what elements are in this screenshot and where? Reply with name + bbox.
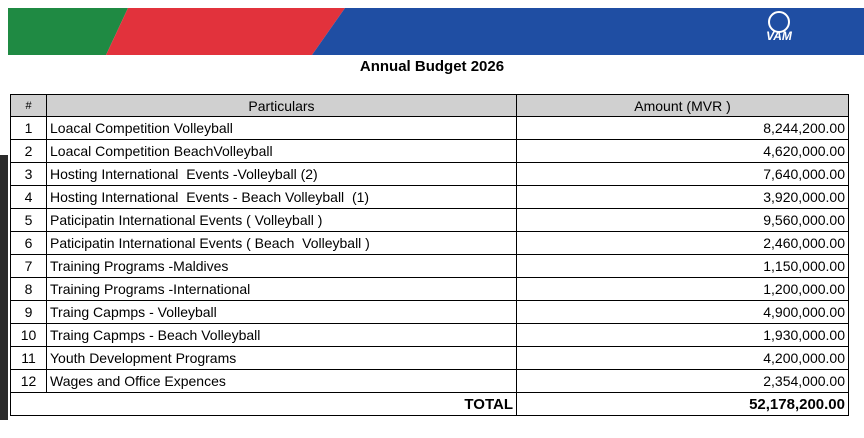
cell: Loacal Competition Volleyball bbox=[46, 116, 517, 140]
row: 6 Paticipatin International Events ( Beac… bbox=[10, 231, 849, 255]
cell: 9,560,000.00 bbox=[516, 208, 849, 232]
column-header: Amount (MVR ) bbox=[516, 94, 849, 117]
row: 10 Traing Capmps - Beach Volleyball 1,930,… bbox=[10, 323, 849, 347]
budget-table: # Particulars Amount (MVR ) 1 Loacal Comp… bbox=[10, 94, 849, 416]
cell: Training Programs -International bbox=[46, 277, 517, 301]
cell: Loacal Competition BeachVolleyball bbox=[46, 139, 517, 163]
cell: 3 bbox=[10, 162, 47, 186]
total-row: TOTAL 52,178,200.00 bbox=[10, 392, 849, 416]
cell: Traing Capmps - Volleyball bbox=[46, 300, 517, 324]
cell: 1,200,000.00 bbox=[516, 277, 849, 301]
cell: Paticipatin International Events ( Volle… bbox=[46, 208, 517, 232]
cell: 4,620,000.00 bbox=[516, 139, 849, 163]
cell: 1,930,000.00 bbox=[516, 323, 849, 347]
row: 9 Traing Capmps - Volleyball 4,900,000.00 bbox=[10, 300, 849, 324]
total-amount: 52,178,200.00 bbox=[516, 392, 849, 416]
cell: 4,900,000.00 bbox=[516, 300, 849, 324]
row: 12 Wages and Office Expences 2,354,000.00 bbox=[10, 369, 849, 393]
cell: 2,354,000.00 bbox=[516, 369, 849, 393]
cell: 1 bbox=[10, 116, 47, 140]
cell: 4,200,000.00 bbox=[516, 346, 849, 370]
cell: 4 bbox=[10, 185, 47, 209]
cell: Hosting International Events -Volleyball… bbox=[46, 162, 517, 186]
cell: 11 bbox=[10, 346, 47, 370]
blue-stripe bbox=[312, 8, 864, 55]
row: 7 Training Programs -Maldives 1,150,000.00 bbox=[10, 254, 849, 278]
cell: Traing Capmps - Beach Volleyball bbox=[46, 323, 517, 347]
title: Annual Budget 2026 bbox=[359, 58, 505, 75]
row: 11 Youth Development Programs 4,200,000.00 bbox=[10, 346, 849, 370]
cell: 1,150,000.00 bbox=[516, 254, 849, 278]
row: 5 Paticipatin International Events ( Voll… bbox=[10, 208, 849, 232]
cell: 12 bbox=[10, 369, 47, 393]
side-strip bbox=[0, 155, 8, 420]
row: 8 Training Programs -International 1,200,0… bbox=[10, 277, 849, 301]
cell: 5 bbox=[10, 208, 47, 232]
green-stripe bbox=[8, 8, 128, 55]
cell: Paticipatin International Events ( Beach… bbox=[46, 231, 517, 255]
row: 4 Hosting International Events - Beach Vo… bbox=[10, 185, 849, 209]
cell: 8 bbox=[10, 277, 47, 301]
cell: Wages and Office Expences bbox=[46, 369, 517, 393]
cell: 6 bbox=[10, 231, 47, 255]
cell: Hosting International Events - Beach Vol… bbox=[46, 185, 517, 209]
banner: VAM bbox=[8, 8, 864, 55]
cell: 2,460,000.00 bbox=[516, 231, 849, 255]
logo-ball bbox=[768, 11, 790, 33]
cell: 3,920,000.00 bbox=[516, 185, 849, 209]
total-label: TOTAL bbox=[10, 392, 517, 416]
row: 3 Hosting International Events -Volleybal… bbox=[10, 162, 849, 186]
cell: Training Programs -Maldives bbox=[46, 254, 517, 278]
row: 1 Loacal Competition Volleyball 8,244,200.… bbox=[10, 116, 849, 140]
cell: Youth Development Programs bbox=[46, 346, 517, 370]
cell: 2 bbox=[10, 139, 47, 163]
header-row: # Particulars Amount (MVR ) bbox=[10, 94, 849, 117]
cell: 7 bbox=[10, 254, 47, 278]
row: 2 Loacal Competition BeachVolleyball 4,620… bbox=[10, 139, 849, 163]
cell: 9 bbox=[10, 300, 47, 324]
column-header: Particulars bbox=[46, 94, 517, 117]
logo: VAM bbox=[766, 29, 793, 43]
red-stripe bbox=[106, 8, 345, 55]
column-header: # bbox=[10, 94, 47, 117]
cell: 8,244,200.00 bbox=[516, 116, 849, 140]
cell: 10 bbox=[10, 323, 47, 347]
cell: 7,640,000.00 bbox=[516, 162, 849, 186]
